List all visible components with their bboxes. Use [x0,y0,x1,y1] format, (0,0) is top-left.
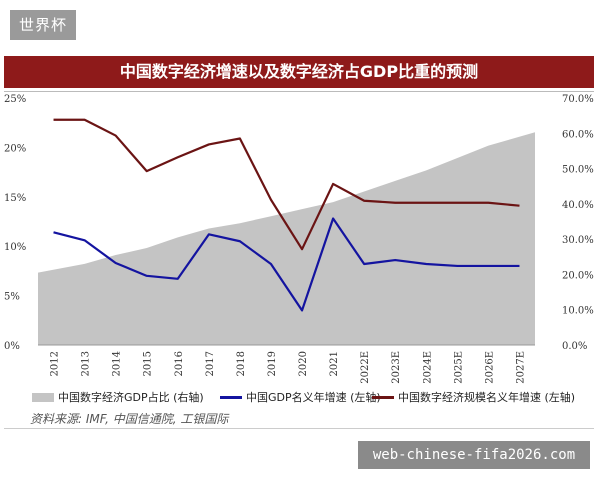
x-tick-label: 2025E [453,351,464,384]
area-series-digital-share [38,132,535,345]
y-left-tick-label: 5% [4,292,20,303]
legend-swatch-gdp [220,395,242,399]
x-tick-label: 2019 [267,351,278,376]
y-left-tick-label: 20% [4,143,26,154]
x-tick-label: 2013 [81,351,92,376]
chart-title: 中国数字经济增速以及数字经济占GDP比重的预测 [4,56,594,88]
y-left-tick-label: 15% [4,193,26,204]
y-right-tick-label: 70.0% [562,94,594,105]
line-series-digital-growth [53,118,520,251]
title-divider [4,91,594,92]
source-note: 资料来源: IMF, 中国信通院, 工银国际 [30,412,229,426]
y-right-tick-label: 10.0% [562,306,594,317]
x-tick-label: 2015 [143,351,154,376]
legend-item-gdp: 中国GDP名义年增速 (左轴) [220,389,381,405]
legend-item-digital: 中国数字经济规模名义年增速 (左轴) [372,389,575,405]
legend-label-area: 中国数字经济GDP占比 (右轴) [58,391,204,404]
x-tick-label: 2027E [515,351,526,384]
legend-label-digital: 中国数字经济规模名义年增速 (左轴) [398,391,576,404]
x-tick-label: 2026E [484,351,495,384]
chart-plot: 0% 5% 10% 15% 20% 25% 0.0% 10.0% 20.0% 30.0% 40.0%… [4,94,594,384]
legend-swatch-area [32,392,54,402]
x-tick-label: 2020 [298,351,309,376]
x-tick-label: 2014 [112,351,123,376]
x-tick-label: 2021 [329,351,340,376]
y-left-tick-label: 25% [4,94,26,105]
y-left-tick-label: 10% [4,242,26,253]
legend-label-gdp: 中国GDP名义年增速 (左轴) [246,391,381,404]
watermark: web-chinese-fifa2026.com [358,441,590,469]
x-tick-label: 2012 [50,351,61,376]
x-tick-label: 2024E [422,351,433,384]
y-right-tick-label: 60.0% [562,129,594,140]
x-tick-label: 2016 [174,351,185,376]
legend-item-area: 中国数字经济GDP占比 (右轴) [32,389,204,405]
x-tick-label: 2023E [391,351,402,384]
y-right-tick-label: 40.0% [562,200,594,211]
x-tick-label: 2017 [205,351,216,376]
line-series-gdp-growth [53,217,520,312]
y-right-tick-label: 20.0% [562,270,594,281]
legend-swatch-digital [372,395,394,399]
y-right-tick-label: 30.0% [562,235,594,246]
y-left-tick-label: 0% [4,341,20,352]
x-tick-label: 2018 [236,351,247,376]
y-right-tick-label: 0.0% [562,341,587,352]
x-tick-label: 2022E [360,351,371,384]
y-right-tick-label: 50.0% [562,165,594,176]
bottom-divider [4,428,594,429]
site-tag: 世界杯 [10,10,76,40]
